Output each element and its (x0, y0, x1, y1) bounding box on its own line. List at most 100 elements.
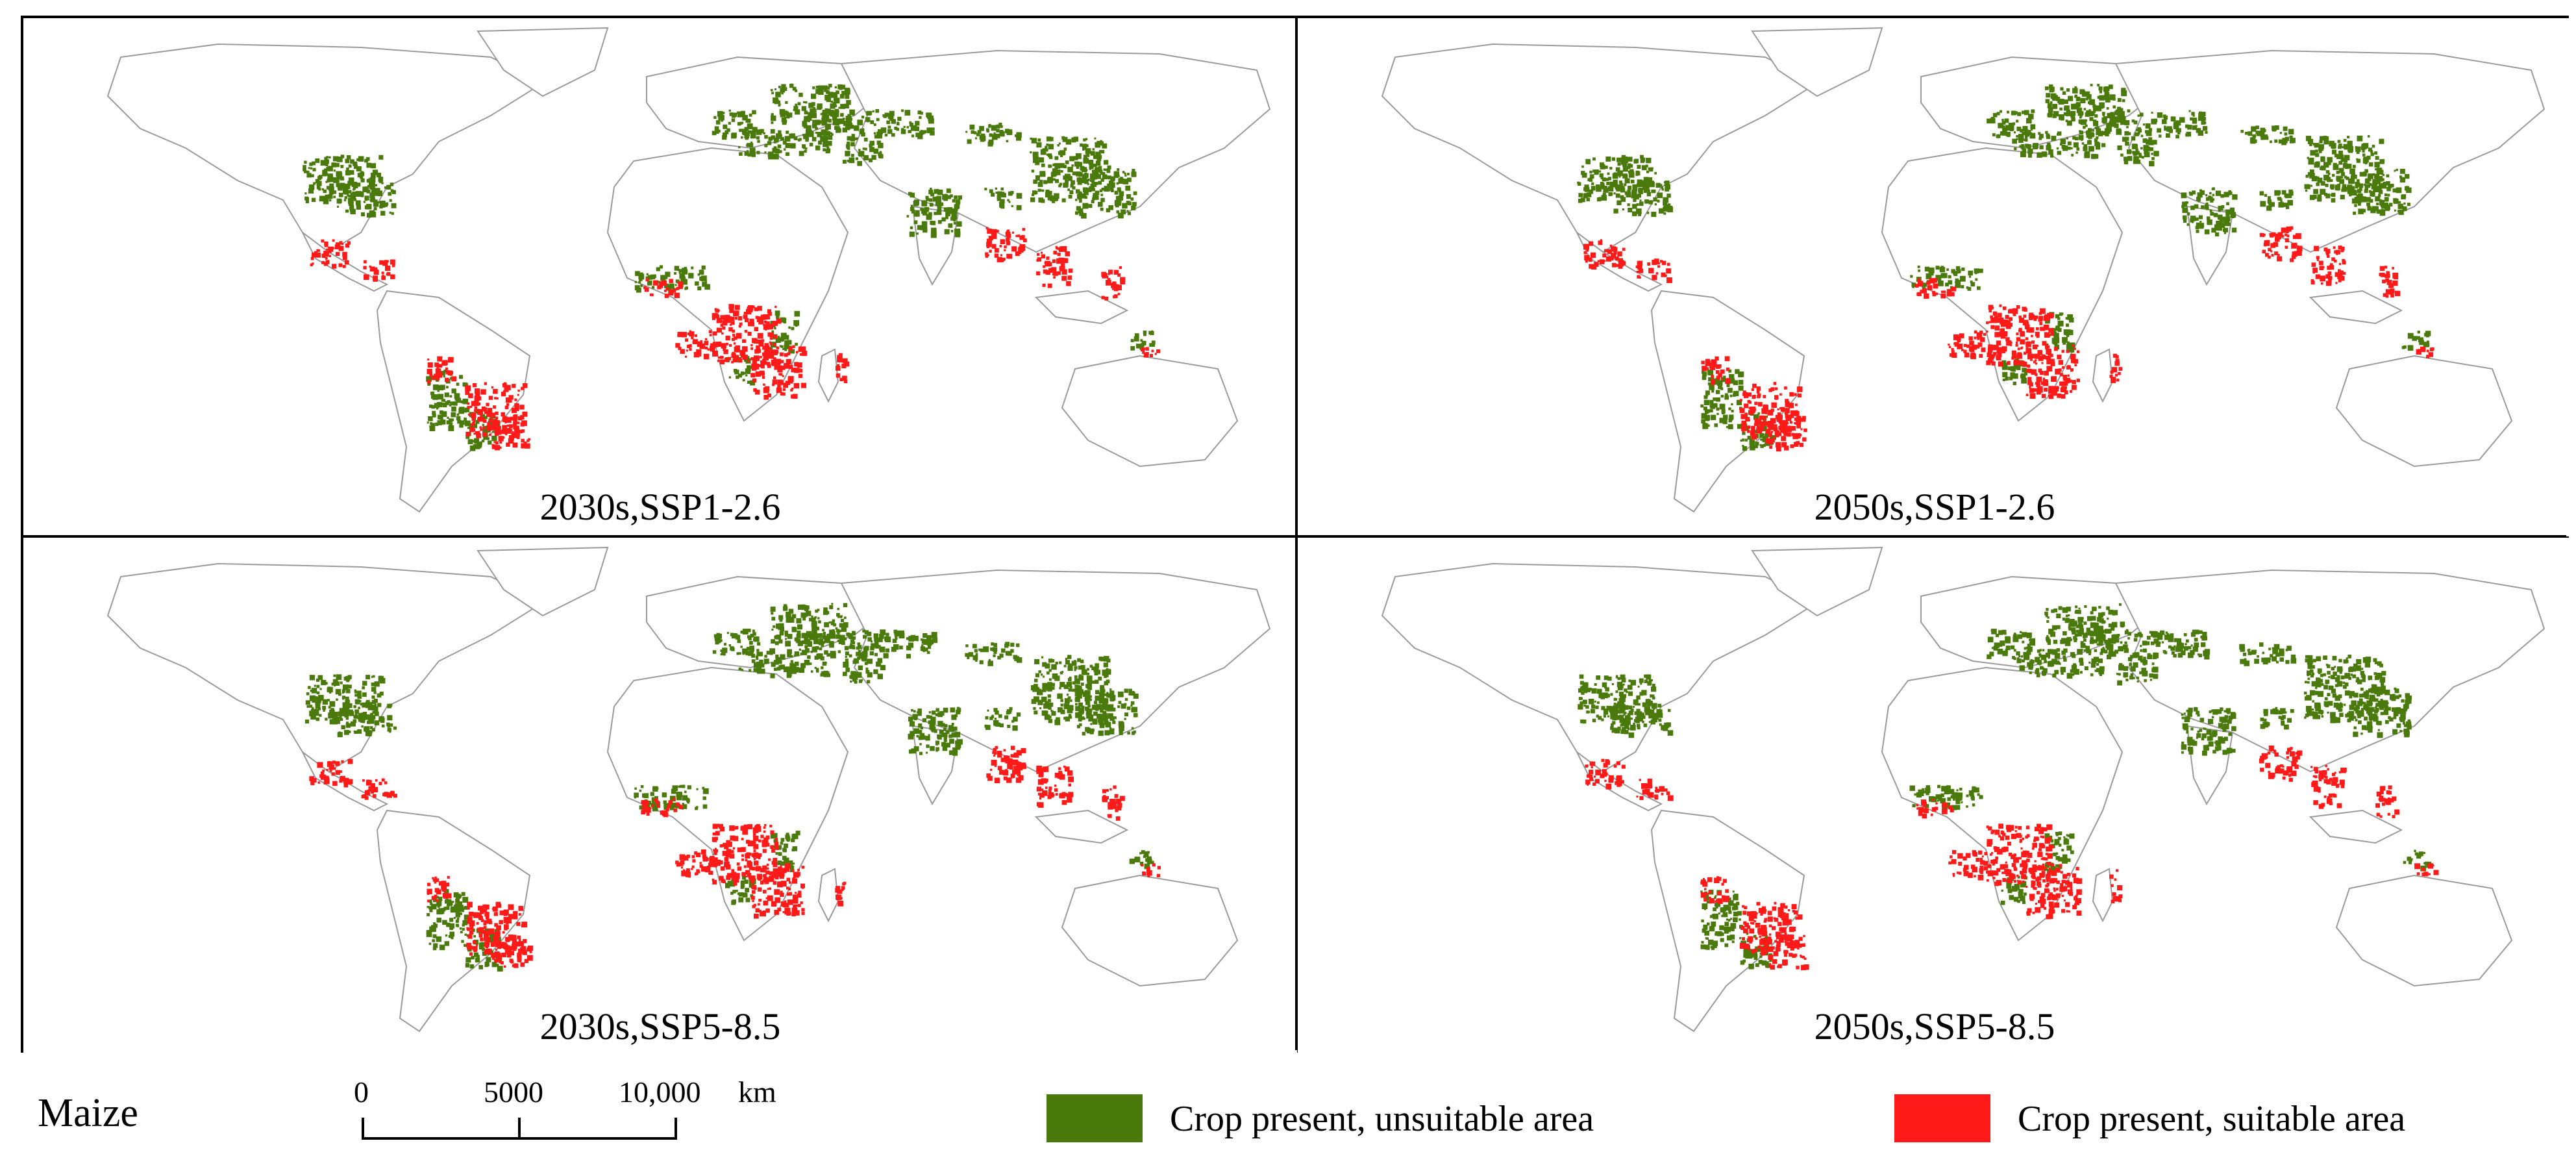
crop-unsuitable-cell (1959, 275, 1966, 282)
crop-suitable-cell (502, 425, 507, 431)
crop-suitable-cell (780, 373, 783, 376)
crop-unsuitable-cell (2199, 223, 2205, 228)
crop-suitable-cell (2334, 250, 2338, 254)
crop-unsuitable-cell (303, 168, 306, 171)
crop-unsuitable-cell (1720, 394, 1724, 398)
crop-unsuitable-cell (1992, 113, 1998, 118)
crop-unsuitable-cell (1107, 183, 1110, 187)
world-map (1381, 27, 2545, 513)
crop-suitable-cell (2005, 315, 2009, 319)
crop-unsuitable-cell (340, 171, 342, 174)
crop-unsuitable-cell (826, 146, 830, 149)
crop-suitable-cell (743, 312, 747, 314)
crop-suitable-cell (2070, 390, 2073, 393)
crop-unsuitable-cell (2017, 112, 2022, 116)
crop-unsuitable-cell (878, 129, 884, 134)
crop-unsuitable-cell (2325, 162, 2328, 165)
crop-suitable-cell (2003, 320, 2009, 325)
crop-unsuitable-cell (2075, 96, 2081, 101)
crop-unsuitable-cell (2315, 149, 2318, 153)
crop-unsuitable-cell (1757, 412, 1760, 415)
crop-unsuitable-cell (850, 639, 855, 644)
crop-suitable-cell (1120, 277, 1126, 282)
crop-suitable-cell (517, 389, 520, 392)
crop-unsuitable-cell (770, 89, 773, 92)
crop-unsuitable-cell (312, 168, 316, 171)
crop-unsuitable-cell (1078, 193, 1082, 197)
crop-unsuitable-cell (799, 92, 803, 97)
crop-suitable-cell (2005, 323, 2011, 329)
crop-suitable-cell (1983, 333, 1987, 336)
crop-unsuitable-cell (2362, 149, 2365, 153)
crop-unsuitable-cell (843, 121, 848, 127)
crop-unsuitable-cell (751, 659, 756, 663)
crop-unsuitable-cell (477, 441, 482, 447)
crop-unsuitable-cell (341, 725, 345, 729)
crop-unsuitable-cell (442, 399, 446, 402)
crop-unsuitable-cell (348, 190, 352, 194)
crop-unsuitable-cell (1098, 166, 1102, 170)
crop-unsuitable-cell (794, 651, 800, 657)
crop-suitable-cell (760, 364, 765, 369)
crop-unsuitable-cell (1955, 279, 1961, 286)
crop-unsuitable-cell (740, 371, 745, 375)
crop-unsuitable-cell (811, 136, 817, 142)
crop-unsuitable-cell (2287, 199, 2293, 206)
crop-unsuitable-cell (989, 189, 993, 194)
crop-unsuitable-cell (1119, 191, 1124, 196)
crop-suitable-cell (1796, 386, 1803, 392)
crop-unsuitable-cell (2329, 140, 2334, 147)
crop-unsuitable-cell (326, 186, 330, 190)
crop-suitable-cell (501, 429, 506, 434)
crop-unsuitable-cell (350, 208, 356, 214)
crop-unsuitable-cell (430, 392, 434, 395)
crop-unsuitable-cell (2198, 116, 2203, 121)
landmass (840, 569, 1271, 773)
crop-suitable-cell (2041, 362, 2044, 364)
crop-suitable-cell (1787, 427, 1792, 433)
crop-unsuitable-cell (2352, 164, 2356, 168)
crop-unsuitable-cell (1731, 414, 1733, 417)
crop-suitable-cell (1785, 401, 1790, 406)
crop-suitable-cell (2070, 353, 2076, 360)
crop-unsuitable-cell (939, 729, 944, 734)
crop-unsuitable-cell (911, 125, 917, 131)
crop-unsuitable-cell (2337, 140, 2341, 144)
crop-unsuitable-cell (941, 732, 946, 738)
crop-unsuitable-cell (2088, 140, 2091, 142)
crop-suitable-cell (1954, 342, 1959, 347)
crop-unsuitable-cell (2379, 138, 2384, 144)
crop-unsuitable-cell (321, 679, 327, 686)
crop-suitable-cell (2029, 314, 2035, 320)
crop-suitable-cell (2262, 234, 2265, 237)
crop-unsuitable-cell (851, 134, 855, 138)
crop-unsuitable-cell (2192, 190, 2196, 195)
crop-suitable-cell (321, 239, 325, 243)
crop-unsuitable-cell (342, 702, 346, 706)
crop-unsuitable-cell (2024, 129, 2029, 134)
crop-unsuitable-cell (2318, 150, 2322, 153)
crop-unsuitable-cell (1578, 182, 1581, 186)
crop-unsuitable-cell (771, 113, 774, 116)
crop-suitable-cell (504, 421, 507, 423)
crop-unsuitable-cell (737, 111, 740, 114)
crop-unsuitable-cell (1615, 184, 1619, 188)
crop-suitable-cell (2325, 274, 2331, 279)
crop-unsuitable-cell (2366, 155, 2371, 160)
crop-suitable-cell (773, 376, 776, 379)
crop-suitable-cell (697, 352, 702, 357)
crop-unsuitable-cell (841, 90, 846, 95)
crop-unsuitable-cell (740, 631, 744, 634)
crop-unsuitable-cell (432, 410, 436, 415)
crop-suitable-cell (659, 281, 662, 284)
crop-unsuitable-cell (2263, 129, 2266, 132)
crop-suitable-cell (487, 421, 491, 426)
crop-unsuitable-cell (1131, 205, 1136, 210)
crop-unsuitable-cell (822, 118, 826, 123)
crop-unsuitable-cell (740, 646, 743, 648)
crop-suitable-cell (753, 339, 758, 344)
crop-unsuitable-cell (856, 651, 860, 657)
crop-unsuitable-cell (447, 400, 451, 403)
crop-suitable-cell (1111, 283, 1116, 288)
crop-suitable-cell (730, 321, 735, 325)
